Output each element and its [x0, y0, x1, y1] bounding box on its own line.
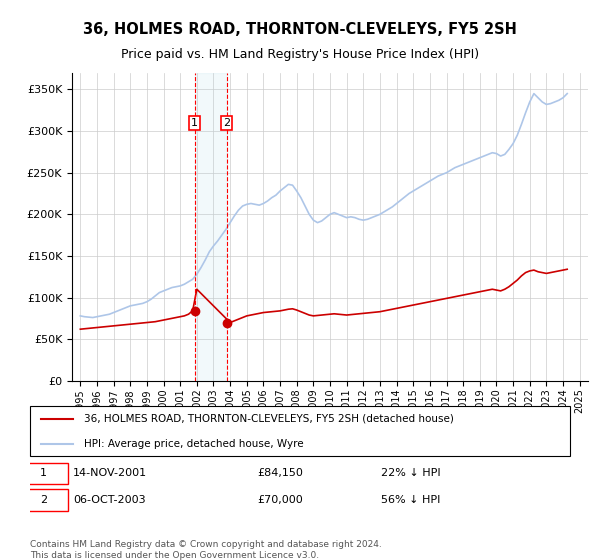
Text: 36, HOLMES ROAD, THORNTON-CLEVELEYS, FY5 2SH (detached house): 36, HOLMES ROAD, THORNTON-CLEVELEYS, FY5…	[84, 414, 454, 423]
Text: Price paid vs. HM Land Registry's House Price Index (HPI): Price paid vs. HM Land Registry's House …	[121, 48, 479, 60]
Text: 1: 1	[40, 468, 47, 478]
FancyBboxPatch shape	[19, 489, 68, 511]
Text: 1: 1	[191, 118, 198, 128]
Text: Contains HM Land Registry data © Crown copyright and database right 2024.
This d: Contains HM Land Registry data © Crown c…	[30, 540, 382, 560]
Text: 56% ↓ HPI: 56% ↓ HPI	[381, 495, 440, 505]
Text: 14-NOV-2001: 14-NOV-2001	[73, 468, 148, 478]
Text: 2: 2	[40, 495, 47, 505]
Text: £70,000: £70,000	[257, 495, 302, 505]
FancyBboxPatch shape	[19, 463, 68, 484]
Text: HPI: Average price, detached house, Wyre: HPI: Average price, detached house, Wyre	[84, 439, 304, 449]
Text: 22% ↓ HPI: 22% ↓ HPI	[381, 468, 440, 478]
FancyBboxPatch shape	[30, 406, 570, 456]
Text: 06-OCT-2003: 06-OCT-2003	[73, 495, 146, 505]
Bar	[195, 73, 227, 381]
Text: 36, HOLMES ROAD, THORNTON-CLEVELEYS, FY5 2SH: 36, HOLMES ROAD, THORNTON-CLEVELEYS, FY5…	[83, 22, 517, 38]
Text: 2: 2	[223, 118, 230, 128]
Text: £84,150: £84,150	[257, 468, 302, 478]
